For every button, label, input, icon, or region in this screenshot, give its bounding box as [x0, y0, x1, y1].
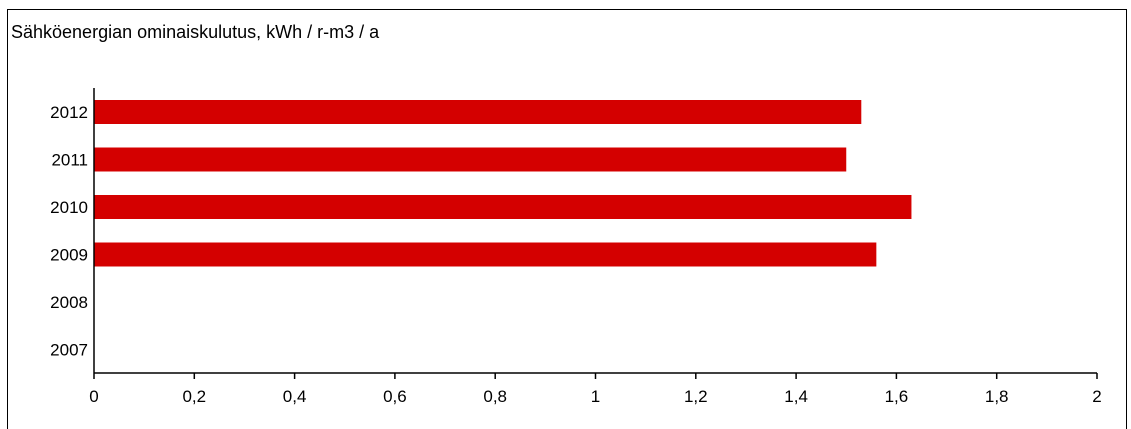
chart-frame: Sähköenergian ominaiskulutus, kWh / r-m3… [7, 9, 1127, 429]
bar-2012 [94, 100, 862, 124]
y-tick-label-2010: 2010 [50, 198, 88, 217]
x-tick-label-2: 0,4 [283, 387, 307, 406]
y-tick-label-2011: 2011 [51, 151, 88, 170]
x-tick-label-1: 0,2 [182, 387, 206, 406]
bar-2010 [94, 195, 912, 219]
x-tick-label-9: 1,8 [985, 387, 1009, 406]
y-tick-label-2007: 2007 [50, 341, 88, 360]
x-tick-label-4: 0,8 [483, 387, 507, 406]
bars-layer [94, 100, 912, 267]
x-tick-label-0: 0 [89, 387, 98, 406]
x-tick-label-6: 1,2 [684, 387, 708, 406]
x-tick-label-7: 1,4 [784, 387, 808, 406]
x-tick-label-5: 1 [591, 387, 600, 406]
bar-2011 [94, 147, 847, 172]
x-tick-label-8: 1,6 [885, 387, 909, 406]
y-tick-label-2009: 2009 [50, 246, 88, 265]
x-tick-label-10: 2 [1092, 387, 1101, 406]
chart-title: Sähköenergian ominaiskulutus, kWh / r-m3… [11, 22, 380, 42]
x-tick-label-3: 0,6 [383, 387, 407, 406]
bar-2009 [94, 242, 877, 267]
axis-layer: 2012 2011 2010 2009 2008 2007 0 0,2 0,4 0,6 0,8 1 1,… [50, 88, 1102, 406]
y-tick-label-2012: 2012 [50, 103, 88, 122]
y-tick-label-2008: 2008 [50, 293, 88, 312]
